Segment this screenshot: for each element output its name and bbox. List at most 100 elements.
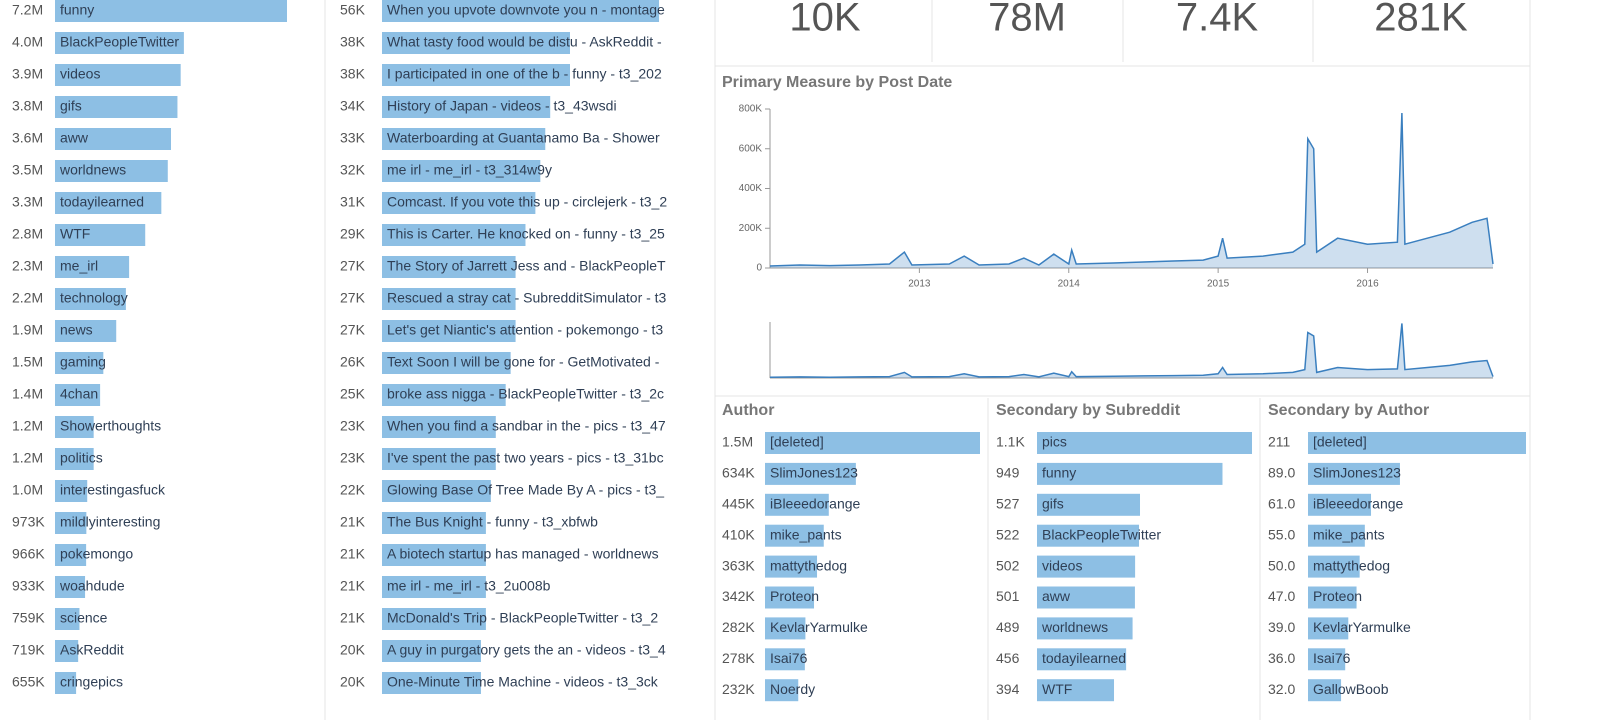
value-label: 23K	[340, 418, 366, 434]
bar	[1308, 617, 1349, 640]
value-label: 27K	[340, 258, 366, 274]
bar-label: WTF	[1042, 681, 1072, 697]
value-label: 21K	[340, 578, 366, 594]
bar-label: mike_pants	[770, 526, 842, 542]
value-label: 1.4M	[12, 386, 43, 402]
value-label: 33K	[340, 130, 366, 146]
bar-label: worldnews	[1041, 619, 1108, 635]
panel-title: Secondary by Author	[1268, 402, 1429, 419]
value-label: 3.5M	[12, 162, 43, 178]
panel: Primary Measure by Post Date 0 200K 400K 600…	[722, 74, 1494, 379]
value-label: 89.0	[1268, 465, 1295, 481]
bar-label: mike_pants	[1313, 526, 1385, 542]
value-label: 38K	[340, 34, 366, 50]
bar	[1037, 555, 1136, 578]
bar	[55, 480, 88, 502]
bar	[765, 617, 806, 640]
bar-label: interestingasfuck	[60, 482, 166, 498]
value-label: 3.8M	[12, 98, 43, 114]
bar	[1037, 679, 1115, 702]
chart-panel	[714, 65, 1531, 397]
bar-label: WTF	[60, 226, 90, 242]
value-label: 502	[996, 557, 1020, 573]
bar-label: Waterboarding at Guantanamo Ba - Shower	[387, 130, 660, 146]
bar	[1037, 524, 1140, 547]
bar-label: [deleted]	[1313, 434, 1367, 450]
bar-label: funny	[1042, 465, 1076, 481]
bar	[765, 493, 829, 516]
y-tick-label: 800K	[739, 104, 763, 115]
value-label: 27K	[340, 322, 366, 338]
bar-label: videos	[1042, 557, 1082, 573]
bar	[55, 608, 80, 630]
bar-label: Glowing Base Of Tree Made By A - pics - …	[387, 482, 664, 498]
value-label: 4.0M	[12, 34, 43, 50]
bar	[1037, 648, 1127, 671]
y-tick-label: 0	[756, 263, 762, 274]
bar-label: When you upvote downvote you n - montage	[387, 2, 665, 18]
bar	[382, 608, 486, 630]
value-label: 634K	[722, 465, 755, 481]
bar	[382, 416, 496, 438]
bar-label: iBleeedorange	[1313, 496, 1404, 512]
bar	[55, 96, 178, 118]
area	[770, 113, 1493, 268]
bar	[1308, 679, 1342, 702]
bar	[55, 192, 162, 214]
bar-label: BlackPeopleTwitter	[60, 34, 179, 50]
bar-label: This is Carter. He knocked on - funny - …	[387, 226, 665, 242]
bar-label: Noerdy	[770, 681, 815, 697]
value-label: 522	[996, 526, 1020, 542]
bar-label: [deleted]	[770, 434, 824, 450]
bar-label: McDonald's Trip - BlackPeopleTwitter - t…	[387, 610, 658, 626]
bar-label: mattythedog	[1313, 557, 1390, 573]
value-label: 39.0	[1268, 619, 1295, 635]
value-label: 759K	[12, 610, 45, 626]
value-label: 211	[1268, 434, 1291, 450]
kpi-value: 78M	[988, 0, 1066, 40]
x-tick-label: 2014	[1058, 279, 1081, 290]
value-label: 3.9M	[12, 66, 43, 82]
value-label: 47.0	[1268, 588, 1295, 604]
bar-label: Comcast. If you vote this up - circlejer…	[387, 194, 667, 210]
bar-label: I participated in one of the b - funny -…	[387, 66, 662, 82]
bar	[1037, 586, 1135, 609]
area	[770, 323, 1493, 378]
value-label: 50.0	[1268, 557, 1295, 573]
bar	[382, 448, 496, 470]
value-label: 22K	[340, 482, 366, 498]
value-label: 394	[996, 681, 1020, 697]
bar-label: Text Soon I will be gone for - GetMotiva…	[387, 354, 660, 370]
bar	[55, 224, 146, 246]
bar-label: A guy in purgatory gets the an - videos …	[387, 642, 666, 658]
value-label: 21K	[340, 610, 366, 626]
value-label: 719K	[12, 642, 45, 658]
bar-label: BlackPeopleTwitter	[1042, 526, 1161, 542]
bar	[382, 128, 546, 150]
bar-label: Rescued a stray cat - SubredditSimulator…	[387, 290, 667, 306]
bar	[382, 288, 516, 310]
value-label: 25K	[340, 386, 366, 402]
bar	[382, 160, 541, 182]
bar-label: I've spent the past two years - pics - t…	[387, 450, 664, 466]
bar-label: me_irl	[60, 258, 98, 274]
bar	[1308, 586, 1357, 609]
value-label: 2.2M	[12, 290, 43, 306]
bar-label: videos	[60, 66, 100, 82]
line	[769, 323, 1494, 379]
value-label: 363K	[722, 557, 755, 573]
bar	[382, 352, 511, 374]
panel: Author 1.5M [deleted] 634K SlimJones123 445K i…	[722, 402, 980, 702]
bar	[55, 512, 87, 534]
kpi-value: 281K	[1374, 0, 1468, 40]
line	[769, 112, 1494, 267]
value-label: 56K	[340, 2, 366, 18]
value-label: 55.0	[1268, 526, 1295, 542]
bar	[1308, 555, 1360, 578]
bar-label: mildlyinteresting	[60, 514, 160, 530]
bar	[55, 160, 168, 182]
value-label: 20K	[340, 674, 366, 690]
bar-label: The Bus Knight - funny - t3_xbfwb	[387, 514, 598, 530]
bar	[382, 256, 516, 278]
bar-label: Proteon	[1313, 588, 1362, 604]
